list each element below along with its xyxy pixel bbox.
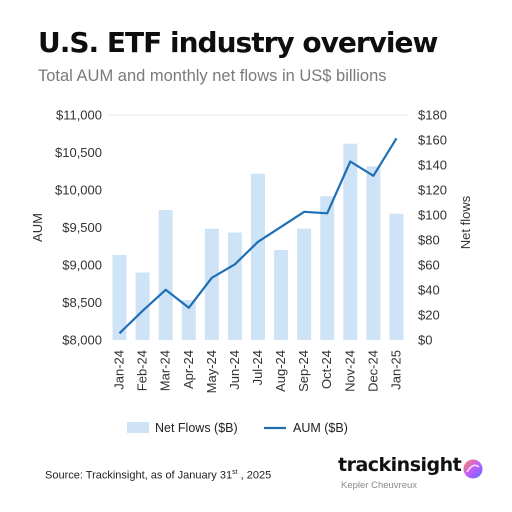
bar-net-flows: [389, 213, 404, 340]
x-tick-label: Jul-24: [250, 350, 265, 385]
legend-label-net-flows: Net Flows ($B): [155, 421, 238, 435]
source-note: Source: Trackinsight, as of January 31st…: [45, 469, 271, 482]
source-superscript: st: [232, 469, 238, 476]
bar-net-flows: [274, 250, 289, 340]
y-left-tick-label: $10,500: [55, 145, 102, 160]
y-left-tick-label: $9,500: [62, 220, 102, 235]
bar-net-flows: [181, 300, 196, 340]
source-suffix: , 2025: [237, 469, 272, 482]
y-left-tick-label: $8,000: [62, 333, 102, 348]
bar-net-flows: [135, 272, 150, 340]
legend-label-aum: AUM ($B): [293, 421, 348, 435]
y-left-axis-title: AUM: [30, 213, 45, 242]
x-tick-label: Jun-24: [227, 350, 242, 390]
chart-title: U.S. ETF industry overview: [38, 26, 438, 59]
x-tick-label: Sep-24: [296, 350, 311, 392]
y-right-tick-label: $40: [418, 283, 440, 298]
chart-subtitle: Total AUM and monthly net flows in US$ b…: [38, 67, 387, 85]
bar-net-flows: [112, 255, 127, 340]
y-right-tick-label: $100: [418, 208, 447, 223]
y-right-tick-label: $180: [418, 108, 447, 123]
line-aum: [118, 137, 398, 335]
y-left-tick-label: $11,000: [56, 108, 102, 123]
x-tick-label: Jan-25: [388, 350, 403, 390]
bar-net-flows: [343, 143, 358, 340]
brand-subtitle: Kepler Cheuvreux: [341, 480, 418, 491]
bar-net-flows: [251, 173, 265, 340]
y-right-axis-title: Net flows: [458, 195, 473, 249]
bar-net-flows: [158, 210, 173, 340]
legend-swatch-net-flows: [127, 422, 149, 433]
y-right-tick-label: $160: [418, 133, 447, 148]
brand-name: trackinsight: [338, 454, 462, 476]
y-right-tick-label: $20: [418, 308, 440, 323]
x-tick-label: Nov-24: [342, 350, 357, 392]
y-right-tick-label: $140: [418, 158, 447, 173]
source-prefix: Source: Trackinsight, as of January 31: [45, 469, 233, 482]
bar-net-flows: [204, 228, 219, 340]
brand-logo-icon: [463, 459, 483, 479]
y-right-tick-label: $80: [418, 233, 440, 248]
y-right-tick-label: $0: [418, 333, 432, 348]
x-tick-label: Mar-24: [158, 350, 173, 391]
x-tick-label: Oct-24: [319, 350, 334, 389]
y-left-tick-label: $9,000: [62, 258, 102, 273]
y-left-tick-label: $8,500: [62, 295, 102, 310]
y-left-tick-label: $10,000: [55, 183, 102, 198]
x-tick-label: Dec-24: [365, 350, 380, 392]
x-tick-label: Aug-24: [273, 350, 288, 392]
bar-net-flows: [320, 196, 335, 340]
bar-net-flows: [227, 232, 242, 340]
x-tick-label: May-24: [204, 350, 219, 393]
x-tick-label: Jan-24: [112, 350, 127, 390]
bar-net-flows: [366, 166, 381, 340]
bar-net-flows: [297, 228, 312, 340]
x-tick-label: Apr-24: [181, 350, 196, 389]
y-right-tick-label: $60: [418, 258, 440, 273]
x-tick-label: Feb-24: [135, 350, 150, 391]
y-right-tick-label: $120: [418, 183, 447, 198]
